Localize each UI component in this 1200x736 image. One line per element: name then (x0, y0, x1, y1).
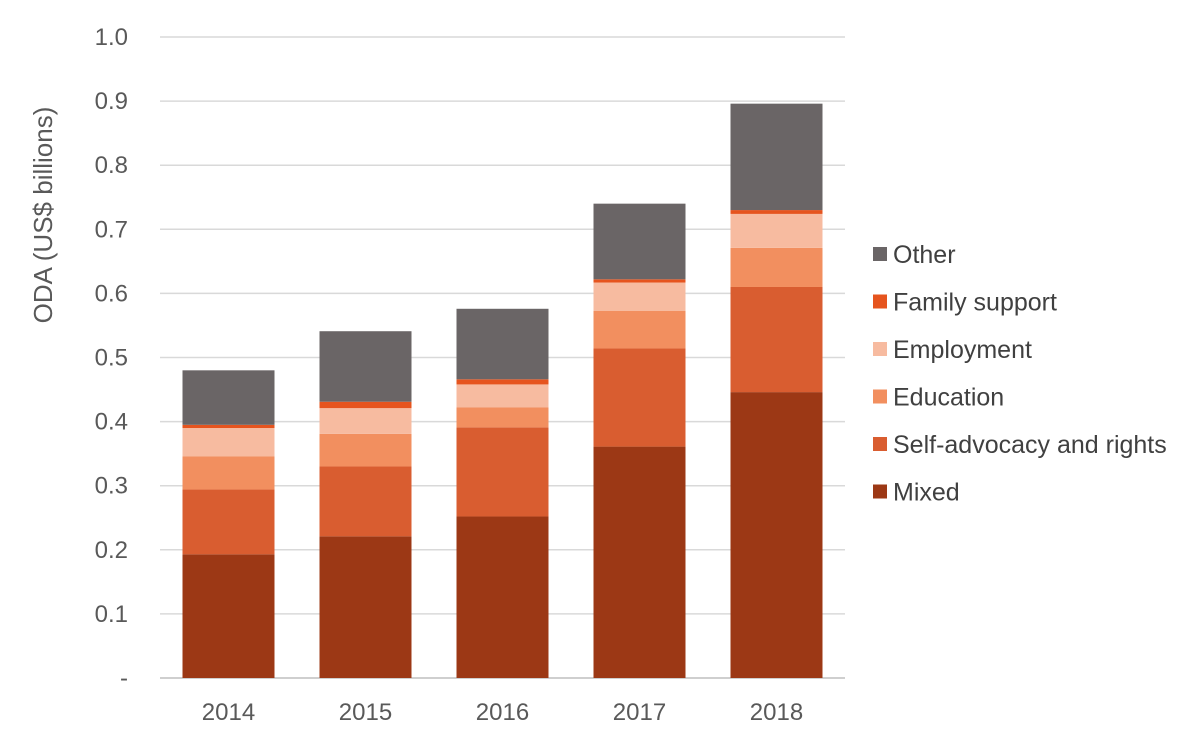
y-tick-label: 0.4 (95, 409, 128, 436)
bar-segment (182, 456, 275, 490)
bar-segment (730, 210, 823, 214)
x-tick-label: 2014 (202, 699, 255, 726)
x-tick-label: 2017 (613, 699, 666, 726)
y-tick-label: 0.6 (95, 280, 128, 307)
x-tick-label: 2016 (476, 699, 529, 726)
legend-item: Family support (873, 289, 1057, 317)
y-tick-label: 0.7 (95, 216, 128, 243)
bar-segment (319, 466, 412, 537)
legend-label: Mixed (893, 479, 960, 507)
legend-label: Employment (893, 336, 1032, 364)
legend-label: Family support (893, 289, 1057, 317)
legend-item: Employment (873, 336, 1032, 364)
bar-segment (456, 427, 549, 517)
legend-item: Other (873, 241, 956, 269)
bar-segment (319, 408, 412, 434)
legend-label: Other (893, 241, 956, 269)
bar-segment (319, 331, 412, 402)
y-tick-label: 0.5 (95, 345, 128, 372)
bar-segment (182, 428, 275, 457)
y-tick-label: 0.9 (95, 88, 128, 115)
bar-segment (593, 282, 686, 311)
bar-segment (319, 536, 412, 678)
bar-segment (456, 384, 549, 408)
bar-segment (730, 392, 823, 678)
legend-swatch (873, 247, 887, 261)
y-tick-label: 0.3 (95, 473, 128, 500)
x-tick-label: 2018 (750, 699, 803, 726)
legend-item: Mixed (873, 479, 960, 507)
bar-segment (730, 213, 823, 248)
bar-segment (593, 279, 686, 283)
legend-swatch (873, 484, 887, 499)
bar-segment (182, 554, 275, 678)
legend-swatch (873, 342, 887, 356)
legend-swatch (873, 437, 887, 451)
bar-segment (593, 348, 686, 447)
bar-segment (182, 424, 275, 429)
bar-segment (593, 446, 686, 678)
bar-segment (456, 379, 549, 385)
y-tick-label: 0.2 (95, 537, 128, 564)
bar-segment (593, 310, 686, 349)
legend-swatch (873, 389, 887, 404)
bar-segment (730, 286, 823, 393)
legend-swatch (873, 294, 887, 309)
legend-item: Education (873, 384, 1004, 412)
y-axis-label: ODA (US$ billions) (28, 107, 58, 324)
y-tick-label: 0.1 (95, 601, 128, 628)
bar-segment (456, 308, 549, 380)
bar-segment (319, 401, 412, 409)
y-tick-label: - (120, 665, 128, 692)
y-tick-label: 0.8 (95, 152, 128, 179)
x-tick-label: 2015 (339, 699, 392, 726)
x-tick-labels: 2014 2015 2016 2017 2018 (202, 699, 803, 726)
bar-segment (182, 489, 275, 555)
bars (182, 103, 823, 678)
legend-label: Self-advocacy and rights (893, 431, 1167, 459)
legend: Other Family support Employment Education Se… (873, 241, 1167, 507)
y-tick-labels: - 0.1 0.2 0.3 0.4 0.5 0.6 0.7 0.8 0.9 1.0 (95, 24, 128, 692)
bar-segment (182, 370, 275, 425)
bar-segment (593, 203, 686, 280)
y-tick-label: 1.0 (95, 24, 128, 51)
bar-segment (319, 433, 412, 467)
bar-segment (456, 407, 549, 428)
bar-segment (730, 247, 823, 287)
legend-item: Self-advocacy and rights (873, 431, 1167, 459)
bar-segment (730, 103, 823, 211)
legend-label: Education (893, 384, 1004, 412)
bar-segment (456, 516, 549, 678)
